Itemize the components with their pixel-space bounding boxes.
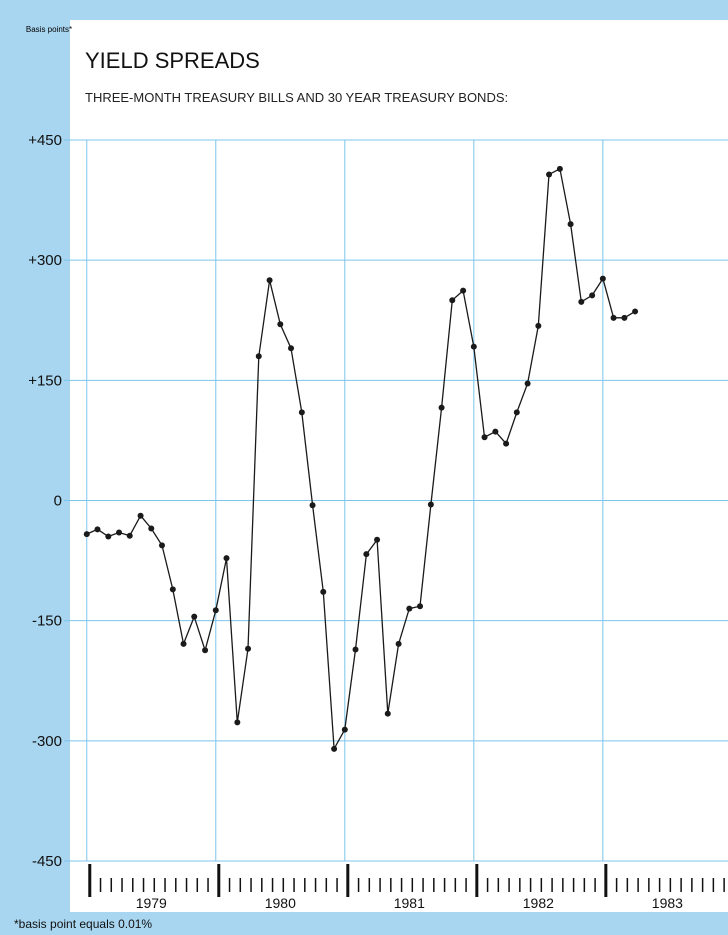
- data-point: [148, 525, 155, 532]
- data-point: [470, 343, 477, 350]
- data-point: [556, 165, 563, 172]
- y-tick-label: +300: [28, 252, 62, 269]
- data-point: [255, 353, 262, 360]
- data-point: [406, 605, 413, 612]
- data-point: [632, 308, 639, 315]
- data-point: [341, 726, 348, 733]
- y-tick-label: +450: [28, 132, 62, 149]
- data-point: [320, 588, 327, 595]
- data-point: [266, 277, 273, 284]
- data-point: [245, 645, 252, 652]
- data-point: [352, 646, 359, 653]
- data-point: [116, 529, 123, 536]
- data-point: [309, 502, 316, 509]
- x-tick-label: 1983: [652, 895, 683, 911]
- data-point: [567, 221, 574, 228]
- data-point: [298, 409, 305, 416]
- y-tick-label: -300: [32, 733, 62, 750]
- data-point: [105, 533, 112, 540]
- data-point: [212, 607, 219, 614]
- chart-subtitle: THREE-MONTH TREASURY BILLS AND 30 YEAR T…: [85, 90, 508, 105]
- plot-panel: [70, 20, 728, 912]
- data-point: [180, 640, 187, 647]
- y-axis-label: Basis points*: [26, 25, 72, 34]
- data-point: [384, 710, 391, 717]
- data-point: [288, 345, 295, 352]
- data-point: [438, 404, 445, 411]
- data-point: [158, 542, 165, 549]
- data-point: [395, 640, 402, 647]
- data-point: [481, 434, 488, 441]
- data-point: [546, 171, 553, 178]
- chart-title: YIELD SPREADS: [85, 48, 260, 73]
- data-point: [599, 275, 606, 282]
- data-point: [331, 745, 338, 752]
- x-tick-label: 1979: [136, 895, 167, 911]
- data-point: [223, 555, 230, 562]
- y-tick-label: -150: [32, 613, 62, 630]
- x-tick-label: 1981: [394, 895, 425, 911]
- data-point: [589, 292, 596, 299]
- data-point: [417, 603, 424, 610]
- data-point: [460, 287, 467, 294]
- data-point: [169, 586, 176, 593]
- y-tick-label: +150: [28, 372, 62, 389]
- data-point: [83, 531, 90, 538]
- data-point: [277, 321, 284, 328]
- data-point: [621, 314, 628, 321]
- data-point: [513, 409, 520, 416]
- data-point: [524, 380, 531, 387]
- data-point: [535, 322, 542, 329]
- data-point: [427, 501, 434, 508]
- data-point: [202, 647, 209, 654]
- footnote: *basis point equals 0.01%: [14, 917, 152, 931]
- data-point: [374, 536, 381, 543]
- y-tick-label: 0: [54, 493, 62, 510]
- data-point: [578, 298, 585, 305]
- data-point: [94, 526, 101, 533]
- data-point: [610, 314, 617, 321]
- data-point: [492, 428, 499, 435]
- y-tick-label: -450: [32, 853, 62, 870]
- data-point: [363, 551, 370, 558]
- data-point: [191, 613, 198, 620]
- x-tick-label: 1982: [523, 895, 554, 911]
- data-point: [126, 532, 133, 539]
- data-point: [234, 719, 241, 726]
- data-point: [137, 512, 144, 519]
- data-line: [86, 167, 636, 752]
- data-point: [449, 297, 456, 304]
- x-tick-label: 1980: [265, 895, 296, 911]
- data-point: [503, 440, 510, 447]
